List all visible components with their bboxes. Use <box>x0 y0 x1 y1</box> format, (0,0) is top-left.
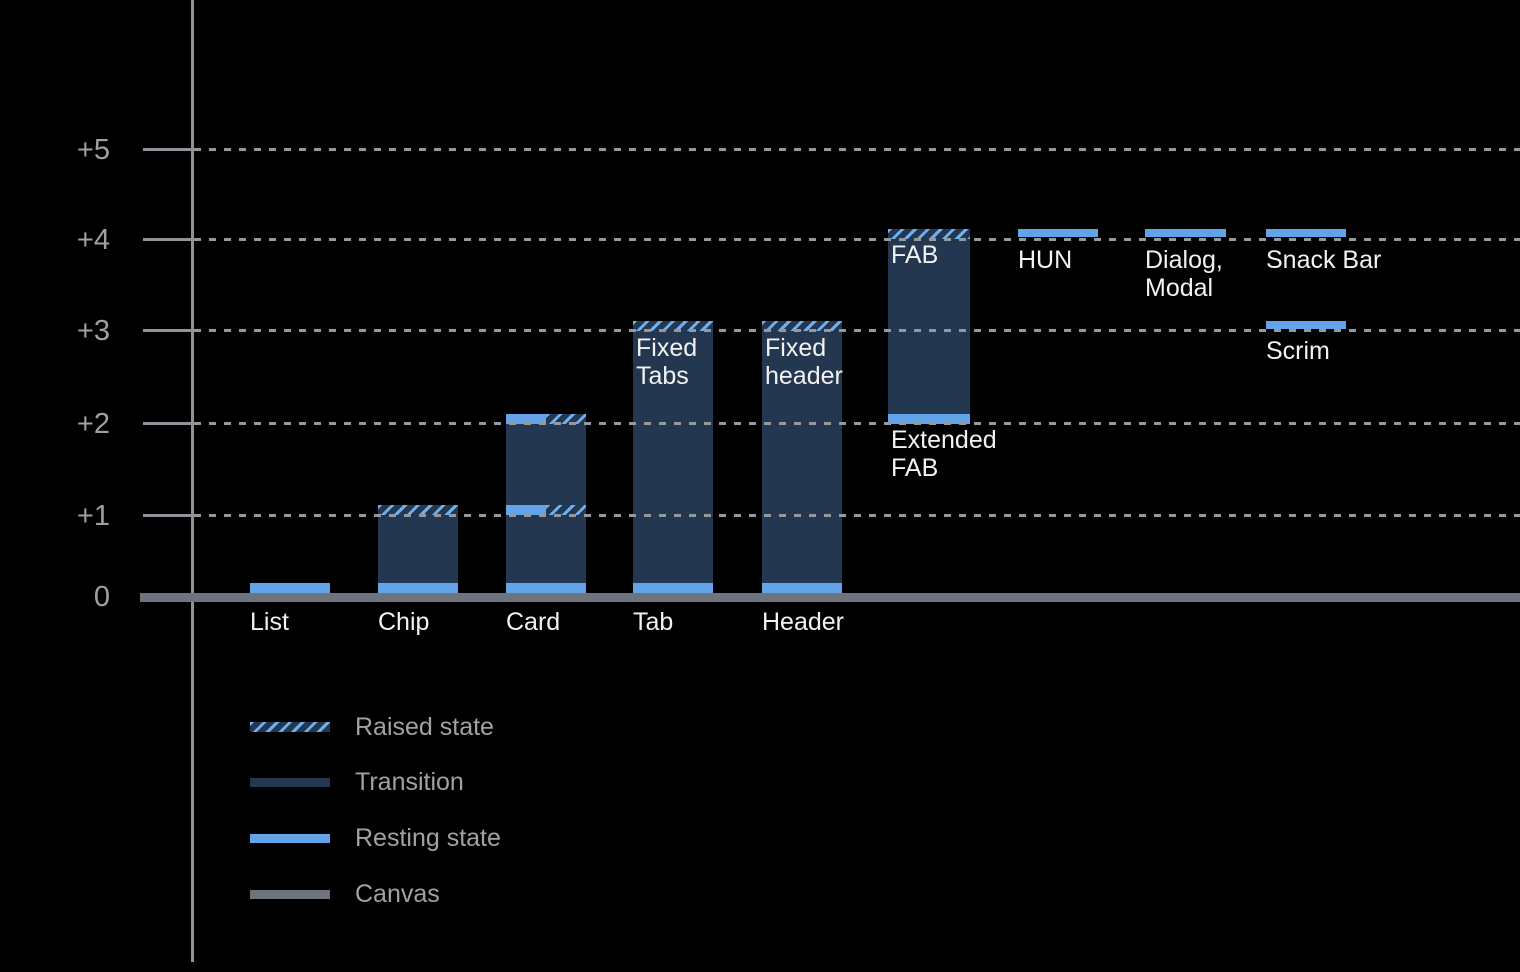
y-tick-label-plus3: +3 <box>76 315 110 347</box>
y-tick-label-plus2: +2 <box>76 408 110 440</box>
card-resting-band <box>506 583 586 593</box>
card-transition-upper <box>506 424 586 505</box>
tick-plus2 <box>143 422 195 425</box>
legend-item-raised-state: Raised state <box>250 713 494 741</box>
card-upper-band <box>506 414 586 424</box>
card-transition-lower <box>506 515 586 583</box>
gridline-plus1 <box>194 514 1520 517</box>
y-tick-label-plus5: +5 <box>76 134 110 166</box>
card-upper-resting-half <box>506 414 546 424</box>
legend-item-transition: Transition <box>250 768 464 796</box>
tick-plus4 <box>143 238 195 241</box>
card-mid-resting-half <box>506 505 546 515</box>
snack-bar-resting-band <box>1266 229 1346 237</box>
list-label: List <box>250 608 289 636</box>
legend-label-resting-state: Resting state <box>355 824 501 852</box>
gridline-plus4 <box>194 238 1520 241</box>
dialog-modal-resting-band <box>1145 229 1226 237</box>
fab-inner-label: FAB <box>891 241 939 269</box>
tick-plus3 <box>143 329 195 332</box>
header-transition-bar <box>762 331 842 583</box>
tab-transition-bar <box>633 331 713 583</box>
hun-resting-band <box>1018 229 1098 237</box>
chip-resting-band <box>378 583 458 593</box>
tab-inner-label: Fixed Tabs <box>636 334 698 390</box>
fab-raised-band <box>888 229 970 239</box>
fab-transition-bar <box>888 239 970 414</box>
tab-raised-band <box>633 321 713 331</box>
tab-resting-band <box>633 583 713 593</box>
y-axis-line <box>191 0 194 962</box>
header-resting-band <box>762 583 842 593</box>
y-tick-label-plus4: +4 <box>76 224 110 256</box>
legend-item-resting-state: Resting state <box>250 824 501 852</box>
hun-label: HUN <box>1018 246 1073 274</box>
card-label: Card <box>506 608 561 636</box>
scrim-resting-band <box>1266 321 1346 329</box>
legend-label-transition: Transition <box>355 768 464 796</box>
header-label: Header <box>762 608 844 636</box>
transition-swatch <box>250 777 330 787</box>
snack-bar-label: Snack Bar <box>1266 246 1382 274</box>
fab-resting-band <box>888 414 970 424</box>
canvas-baseline <box>140 593 1520 602</box>
dialog-modal-label: Dialog, Modal <box>1145 246 1223 302</box>
legend-label-canvas: Canvas <box>355 880 440 908</box>
chip-label: Chip <box>378 608 430 636</box>
scrim-label: Scrim <box>1266 337 1330 365</box>
tab-label: Tab <box>633 608 674 636</box>
chip-transition-bar <box>378 515 458 583</box>
gridline-plus2 <box>194 422 1520 425</box>
y-tick-label-plus1: +1 <box>76 500 110 532</box>
header-inner-label: Fixed header <box>765 334 843 390</box>
gridline-plus3 <box>194 329 1520 332</box>
raised-state-swatch <box>250 722 330 732</box>
list-resting-band <box>250 583 330 593</box>
canvas-swatch <box>250 889 330 899</box>
card-mid-raised-half <box>546 505 586 515</box>
header-raised-band <box>762 321 842 331</box>
resting-state-swatch <box>250 833 330 843</box>
card-mid-band <box>506 505 586 515</box>
tick-plus1 <box>143 514 195 517</box>
legend-label-raised-state: Raised state <box>355 713 494 741</box>
chip-raised-band <box>378 505 458 515</box>
extended-fab-label: Extended FAB <box>891 426 997 482</box>
legend-item-canvas: Canvas <box>250 880 440 908</box>
tick-plus5 <box>143 148 195 151</box>
gridline-plus5 <box>194 148 1520 151</box>
card-upper-raised-half <box>546 414 586 424</box>
y-tick-label-zero: 0 <box>93 581 110 613</box>
